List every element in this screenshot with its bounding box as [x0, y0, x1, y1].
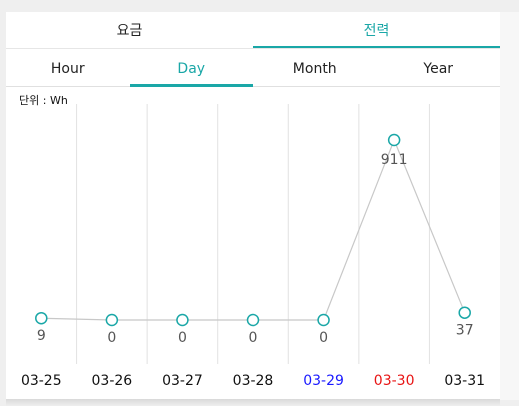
tab-power[interactable]: 전력	[253, 12, 500, 49]
x-tick-label: 03-25	[21, 373, 62, 389]
data-point	[246, 313, 260, 327]
x-tick-label: 03-30	[374, 373, 415, 389]
panel-shadow	[6, 399, 500, 406]
daily-power-chart: 9 03-25 0 03-26 0 03-27 0 03-28 0 03-29 911 03-30 37…	[21, 104, 485, 389]
data-point	[458, 306, 471, 319]
tab-month[interactable]: Month	[292, 61, 337, 77]
unit-label: 단위 : Wh	[19, 94, 68, 107]
tab-year[interactable]: Year	[423, 61, 454, 77]
period-tabs: Hour Day Month Year	[6, 52, 500, 87]
data-point	[105, 313, 119, 327]
x-tick-label: 03-31	[444, 373, 485, 389]
tab-divider	[6, 48, 500, 49]
data-label: 37	[456, 323, 474, 339]
data-point	[176, 313, 189, 327]
x-tick-label: 03-28	[233, 373, 274, 389]
data-label: 0	[107, 330, 116, 346]
data-label: 9	[37, 328, 46, 344]
data-point	[35, 311, 48, 325]
x-tick-label: 03-29	[303, 373, 344, 389]
data-label: 911	[381, 152, 408, 168]
category-tabs: 요금 전력	[6, 12, 500, 49]
tab-day[interactable]: Day	[129, 52, 254, 87]
data-point	[387, 133, 401, 147]
data-label: 0	[319, 330, 328, 346]
tab-fee[interactable]: 요금	[116, 23, 143, 39]
x-tick-label: 03-26	[92, 373, 133, 389]
tab-hour[interactable]: Hour	[50, 61, 85, 77]
data-label: 0	[178, 330, 187, 346]
data-label: 0	[249, 330, 258, 346]
x-tick-label: 03-27	[162, 373, 203, 389]
power-usage-panel: 요금 전력 Hour Day Month Year 단위 : Wh 9 03-25…	[6, 12, 500, 400]
data-point	[317, 313, 330, 327]
side-edge	[500, 12, 519, 400]
